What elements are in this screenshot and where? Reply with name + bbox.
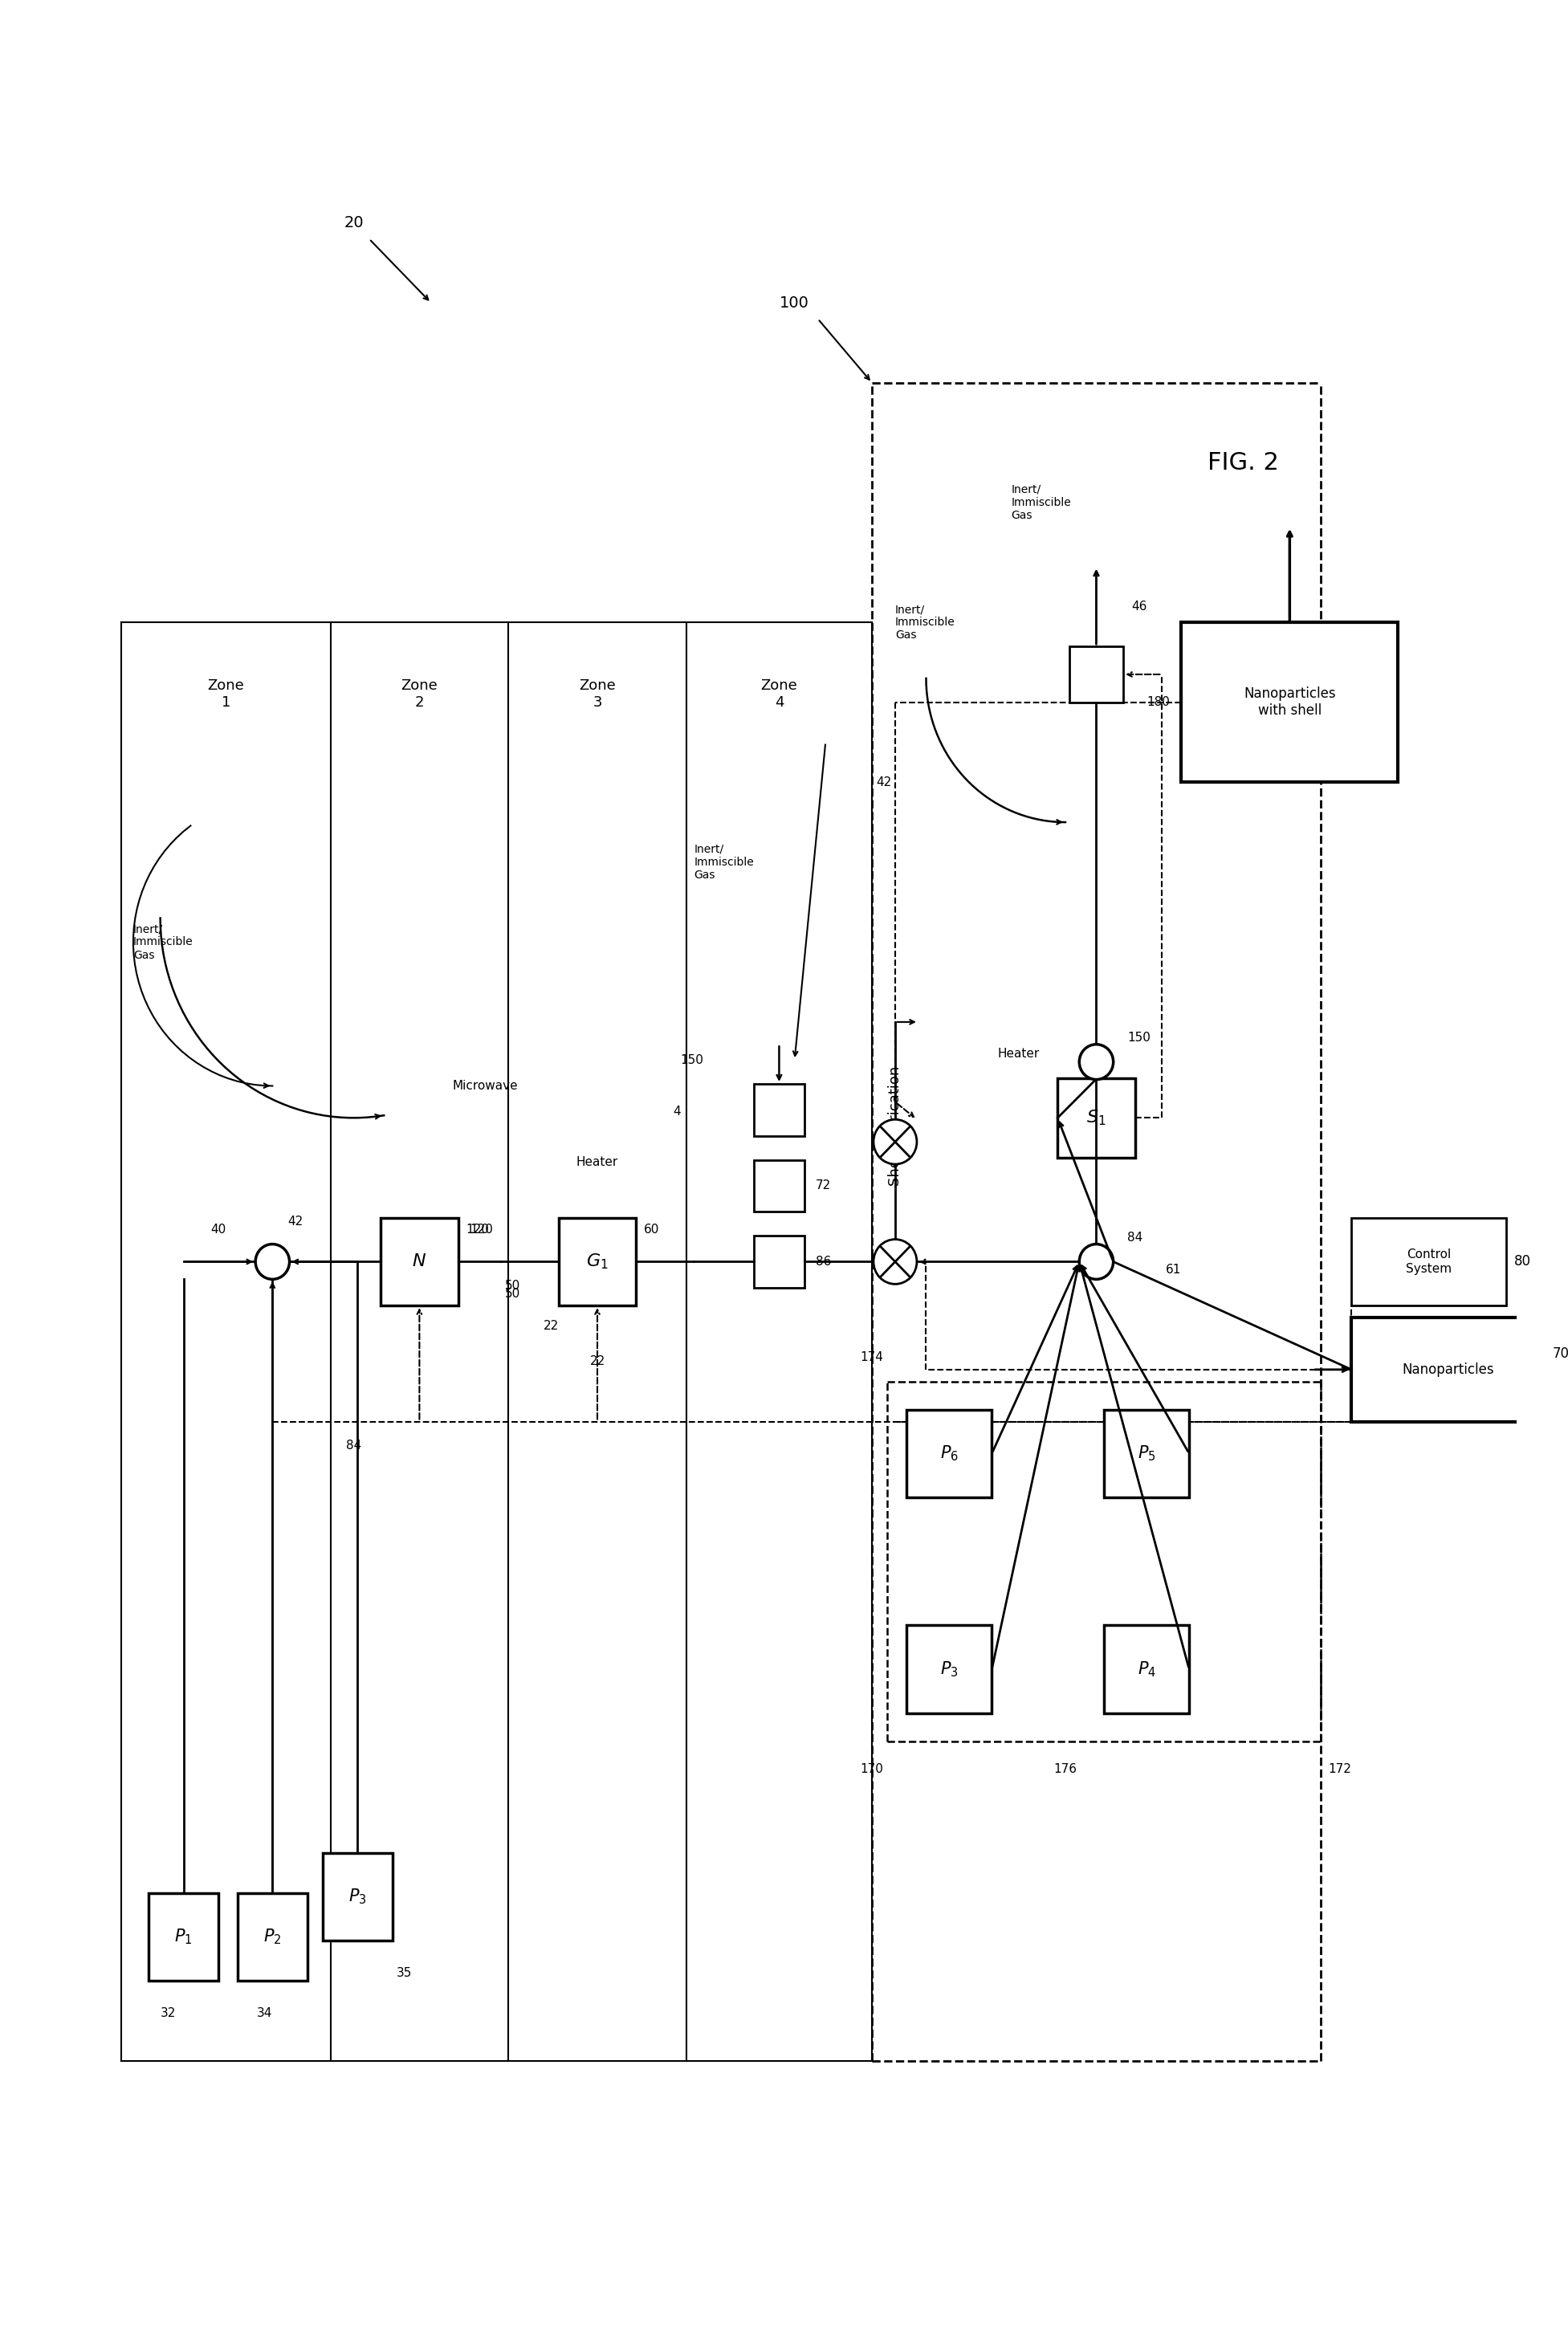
FancyBboxPatch shape — [381, 1218, 458, 1307]
Text: 34: 34 — [257, 2006, 273, 2020]
Text: 22: 22 — [590, 1356, 605, 1368]
FancyBboxPatch shape — [1069, 647, 1123, 701]
FancyBboxPatch shape — [1104, 1626, 1189, 1713]
Text: FIG. 2: FIG. 2 — [1207, 450, 1279, 474]
Text: 176: 176 — [1054, 1764, 1077, 1776]
Text: 20: 20 — [343, 216, 364, 230]
Text: Zone
4: Zone 4 — [760, 678, 798, 711]
Text: $P_1$: $P_1$ — [174, 1928, 193, 1947]
FancyBboxPatch shape — [238, 1893, 307, 1980]
Text: 84: 84 — [1127, 1232, 1143, 1243]
FancyBboxPatch shape — [1352, 1218, 1507, 1307]
Text: $P_3$: $P_3$ — [348, 1889, 367, 1907]
Text: Inert/
Immiscible
Gas: Inert/ Immiscible Gas — [695, 845, 754, 880]
Text: Zone
1: Zone 1 — [207, 678, 245, 711]
Circle shape — [256, 1243, 290, 1279]
FancyBboxPatch shape — [1104, 1410, 1189, 1497]
Text: 80: 80 — [1515, 1255, 1530, 1269]
Text: Inert/
Immiscible
Gas: Inert/ Immiscible Gas — [133, 924, 193, 962]
Text: Heater: Heater — [577, 1157, 618, 1168]
Text: 120: 120 — [470, 1225, 492, 1236]
FancyBboxPatch shape — [754, 1236, 804, 1288]
Text: Microwave: Microwave — [453, 1079, 517, 1091]
Text: 174: 174 — [861, 1351, 883, 1363]
Text: 60: 60 — [644, 1225, 659, 1236]
Text: Shell Fabrication: Shell Fabrication — [887, 1065, 903, 1185]
FancyBboxPatch shape — [906, 1410, 993, 1497]
Text: 172: 172 — [1328, 1764, 1352, 1776]
Circle shape — [873, 1239, 917, 1283]
Text: $P_3$: $P_3$ — [941, 1659, 958, 1680]
Text: 40: 40 — [210, 1225, 226, 1236]
Text: 42: 42 — [877, 777, 891, 788]
Text: 150: 150 — [681, 1053, 704, 1065]
Text: 150: 150 — [1127, 1032, 1151, 1044]
Text: 22: 22 — [543, 1318, 558, 1333]
Text: $S_1$: $S_1$ — [1087, 1107, 1105, 1128]
Text: 46: 46 — [1131, 601, 1146, 612]
Text: 70: 70 — [1552, 1347, 1568, 1361]
FancyBboxPatch shape — [1352, 1318, 1544, 1422]
Text: Zone
2: Zone 2 — [401, 678, 437, 711]
Text: 84: 84 — [347, 1440, 361, 1452]
Circle shape — [873, 1119, 917, 1164]
Text: 42: 42 — [289, 1215, 303, 1227]
Text: 86: 86 — [815, 1255, 831, 1267]
Text: $P_5$: $P_5$ — [1137, 1445, 1156, 1464]
Circle shape — [1079, 1243, 1113, 1279]
FancyBboxPatch shape — [754, 1084, 804, 1135]
Text: Nanoparticles
with shell: Nanoparticles with shell — [1243, 687, 1336, 718]
FancyBboxPatch shape — [754, 1159, 804, 1213]
Text: 32: 32 — [160, 2006, 176, 2020]
Text: 50: 50 — [505, 1288, 521, 1300]
FancyBboxPatch shape — [1181, 622, 1399, 781]
Text: Heater: Heater — [997, 1049, 1040, 1060]
Text: 50: 50 — [505, 1279, 521, 1293]
Text: 72: 72 — [815, 1180, 831, 1192]
Text: 35: 35 — [397, 1966, 412, 1980]
FancyBboxPatch shape — [906, 1626, 993, 1713]
Text: $G_1$: $G_1$ — [586, 1253, 608, 1272]
FancyBboxPatch shape — [1057, 1077, 1135, 1159]
Text: $P_2$: $P_2$ — [263, 1928, 282, 1947]
Text: Zone
3: Zone 3 — [579, 678, 616, 711]
FancyBboxPatch shape — [323, 1853, 392, 1940]
Text: Inert/
Immiscible
Gas: Inert/ Immiscible Gas — [1011, 483, 1071, 521]
Text: $P_6$: $P_6$ — [941, 1445, 958, 1464]
Text: Nanoparticles: Nanoparticles — [1402, 1363, 1494, 1377]
Text: 180: 180 — [1146, 697, 1170, 708]
Text: 61: 61 — [1167, 1264, 1181, 1276]
FancyBboxPatch shape — [149, 1893, 218, 1980]
Text: 100: 100 — [779, 296, 809, 310]
Text: $P_4$: $P_4$ — [1137, 1659, 1156, 1680]
Text: 170: 170 — [861, 1764, 883, 1776]
Text: Control
System: Control System — [1406, 1248, 1452, 1274]
Text: $N$: $N$ — [412, 1253, 426, 1269]
Text: 4: 4 — [673, 1105, 681, 1119]
Text: 120: 120 — [466, 1225, 489, 1236]
Circle shape — [1079, 1044, 1113, 1079]
Text: Inert/
Immiscible
Gas: Inert/ Immiscible Gas — [895, 603, 955, 640]
FancyBboxPatch shape — [558, 1218, 637, 1307]
